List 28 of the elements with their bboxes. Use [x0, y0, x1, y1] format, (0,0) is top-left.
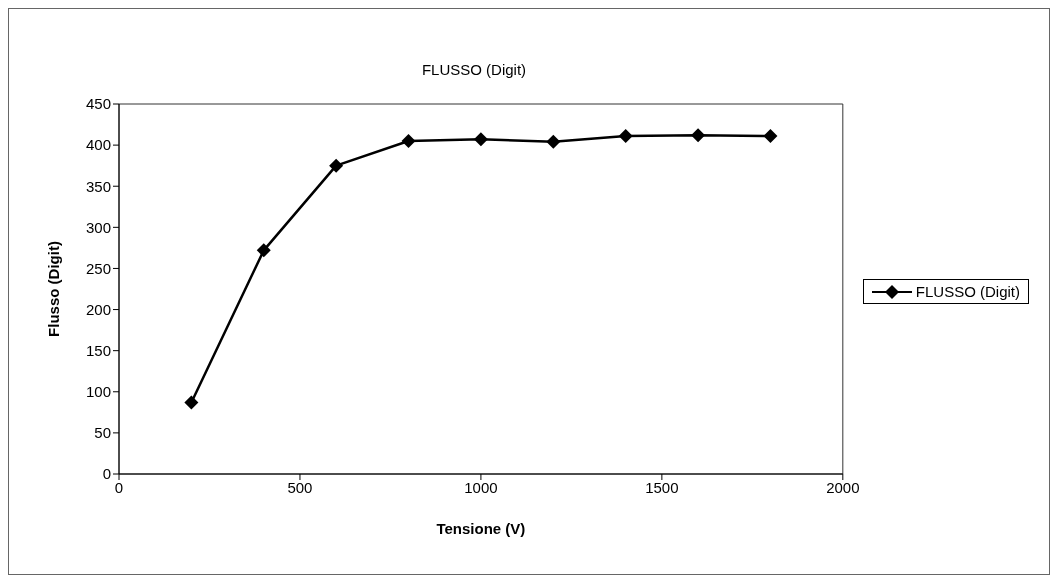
- point: [763, 129, 778, 144]
- y-tick-label: 300: [85, 218, 111, 236]
- x-tick-label: 500: [287, 478, 313, 496]
- x-tick-label: 2000: [826, 478, 860, 496]
- y-tick-label: 150: [85, 341, 111, 359]
- point: [618, 129, 633, 144]
- point: [329, 158, 344, 173]
- point: [184, 395, 199, 410]
- chart-title: FLUSSO (Digit): [420, 61, 528, 78]
- legend-label: FLUSSO (Digit): [915, 283, 1020, 300]
- y-tick-label: 0: [102, 465, 111, 483]
- y-axis-title: Flusso (Digit): [45, 241, 63, 337]
- y-tick-label: 400: [85, 136, 111, 154]
- x-axis-title: Tensione (V): [436, 520, 526, 537]
- point: [546, 134, 561, 149]
- y-tick-label: 200: [85, 300, 111, 318]
- x-tick-label: 1000: [464, 478, 498, 496]
- point: [473, 132, 488, 147]
- y-tick-label: 100: [85, 383, 111, 401]
- y-tick-label: 350: [85, 177, 111, 195]
- x-tick-label: 0: [114, 478, 124, 496]
- point: [401, 134, 416, 148]
- y-tick-label: 50: [94, 424, 111, 442]
- y-tick-label: 250: [85, 259, 111, 277]
- point: [691, 128, 706, 143]
- y-tick-label: 450: [85, 95, 111, 113]
- point: [256, 243, 271, 258]
- x-tick-label: 1500: [645, 478, 679, 496]
